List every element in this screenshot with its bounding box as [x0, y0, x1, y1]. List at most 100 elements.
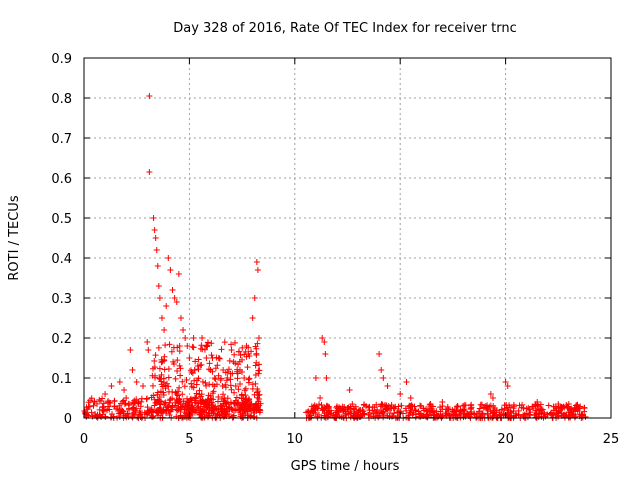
data-point: [317, 395, 324, 401]
data-point: [107, 414, 114, 421]
data-point: [149, 414, 156, 421]
data-point: [245, 351, 252, 357]
data-point: [129, 367, 136, 373]
data-point: [172, 375, 179, 382]
data-point: [144, 408, 151, 415]
data-point: [162, 342, 169, 349]
data-point: [199, 346, 206, 353]
data-point: [411, 403, 418, 410]
data-point: [172, 402, 179, 409]
data-point: [402, 405, 409, 412]
data-point: [215, 393, 222, 400]
data-point: [487, 391, 494, 397]
y-tick-label: 0.1: [51, 372, 72, 387]
data-point: [90, 402, 97, 409]
x-tick-label: 10: [287, 432, 304, 447]
data-point: [238, 392, 245, 399]
data-point: [565, 401, 572, 407]
data-point: [146, 169, 153, 175]
data-point: [254, 389, 261, 396]
data-point: [157, 375, 164, 382]
data-point: [175, 271, 182, 277]
data-point: [161, 353, 168, 360]
data-point: [319, 335, 326, 341]
data-point: [180, 327, 187, 333]
data-point: [132, 408, 139, 415]
data-point: [467, 413, 474, 420]
data-point: [484, 410, 491, 417]
data-point: [190, 384, 197, 391]
data-point: [191, 366, 198, 373]
data-point: [171, 361, 178, 368]
data-point: [255, 398, 262, 405]
data-point: [376, 351, 383, 357]
data-point: [487, 408, 494, 415]
data-point: [308, 403, 315, 410]
data-point: [581, 404, 588, 411]
y-tick-label: 0.8: [51, 92, 72, 107]
data-point: [564, 405, 571, 412]
chart-title: Day 328 of 2016, Rate Of TEC Index for r…: [173, 21, 517, 36]
data-point: [111, 397, 118, 404]
data-point: [211, 375, 218, 381]
data-point: [415, 408, 422, 415]
data-point: [182, 335, 189, 341]
data-point: [108, 383, 115, 389]
data-point: [144, 339, 151, 345]
data-point: [152, 235, 159, 241]
data-point: [241, 375, 248, 381]
data-point: [100, 400, 107, 407]
data-point: [194, 363, 201, 369]
data-point: [86, 403, 93, 410]
data-point: [155, 283, 162, 289]
data-point: [320, 406, 327, 413]
data-point: [338, 414, 345, 421]
data-point: [158, 410, 165, 417]
data-point: [88, 409, 95, 416]
data-point: [166, 341, 173, 348]
data-point: [227, 376, 234, 383]
data-point: [373, 409, 380, 416]
data-point: [174, 407, 181, 414]
data-point: [231, 339, 238, 346]
data-point: [151, 364, 158, 371]
data-point: [403, 379, 410, 385]
data-point: [237, 352, 244, 359]
grid-lines: [84, 58, 611, 418]
data-point: [156, 375, 163, 382]
data-point: [231, 406, 238, 413]
data-point: [121, 387, 128, 393]
data-point: [384, 383, 391, 389]
data-point: [154, 389, 161, 396]
data-point: [179, 378, 186, 385]
data-point: [255, 392, 262, 399]
data-point: [390, 404, 397, 411]
data-point: [395, 407, 402, 414]
data-point: [347, 409, 354, 416]
data-point: [140, 383, 147, 389]
data-point: [151, 227, 158, 233]
data-point: [185, 399, 192, 406]
data-point: [398, 402, 405, 409]
data-point: [169, 287, 176, 293]
data-point: [227, 382, 234, 389]
data-point: [234, 401, 241, 408]
data-point: [152, 352, 159, 359]
data-point: [237, 380, 244, 387]
data-point: [151, 358, 158, 365]
data-point: [220, 391, 227, 398]
x-tick-label: 5: [185, 432, 193, 447]
data-point: [218, 346, 225, 353]
data-point: [175, 400, 182, 407]
data-point: [453, 403, 460, 410]
data-point: [207, 395, 214, 402]
data-point: [174, 388, 181, 395]
data-point: [350, 408, 357, 415]
data-point: [508, 410, 515, 417]
data-point: [226, 357, 233, 364]
data-point: [105, 403, 112, 410]
data-point: [532, 407, 539, 414]
data-point: [202, 398, 209, 405]
data-point: [141, 409, 148, 416]
data-point: [322, 413, 329, 420]
